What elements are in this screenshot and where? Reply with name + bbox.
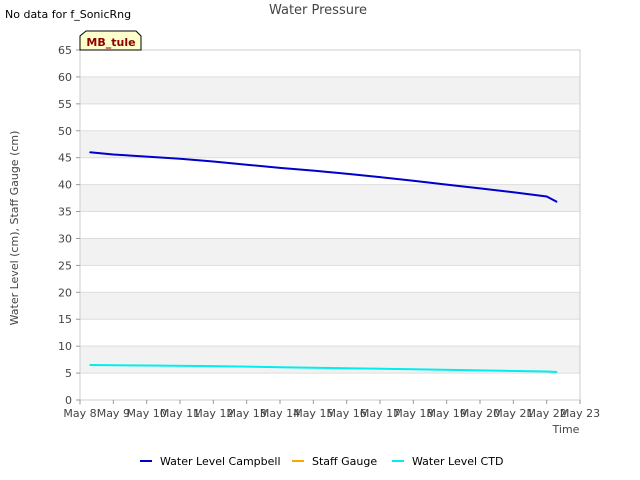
y-tick-label: 45 bbox=[58, 152, 72, 165]
x-tick-label: May 17 bbox=[360, 407, 400, 420]
y-tick-label: 55 bbox=[58, 98, 72, 111]
grid-band bbox=[80, 76, 580, 104]
data-point bbox=[412, 368, 415, 371]
no-data-note: No data for f_SonicRng bbox=[5, 8, 131, 21]
data-point bbox=[445, 183, 448, 186]
data-point bbox=[379, 176, 381, 178]
x-tick-label: May 15 bbox=[293, 407, 333, 420]
x-tick-label: May 9 bbox=[97, 407, 130, 420]
data-point bbox=[112, 153, 115, 156]
data-point bbox=[179, 157, 181, 160]
site-badge: MB_tule bbox=[79, 30, 142, 51]
x-tick-label: May 20 bbox=[460, 407, 500, 420]
data-point bbox=[212, 365, 215, 367]
x-tick-label: May 19 bbox=[427, 407, 467, 420]
grid-band bbox=[80, 346, 580, 374]
x-tick-label: May 10 bbox=[127, 407, 167, 420]
grid-band bbox=[80, 184, 580, 212]
data-point bbox=[412, 180, 415, 182]
grid-band bbox=[80, 238, 580, 266]
data-point bbox=[279, 366, 281, 368]
series-line-water-level-campbell bbox=[89, 151, 558, 203]
grid-band bbox=[80, 130, 580, 158]
x-axis-label: Time bbox=[552, 423, 580, 436]
x-tick-label: May 11 bbox=[160, 407, 200, 420]
data-point bbox=[555, 371, 558, 373]
data-point bbox=[545, 370, 548, 373]
x-tick-label: May 14 bbox=[260, 407, 300, 420]
data-point bbox=[512, 191, 515, 193]
y-tick-label: 35 bbox=[58, 206, 72, 219]
background-bands bbox=[80, 76, 580, 374]
data-point bbox=[145, 155, 148, 158]
data-point bbox=[312, 169, 315, 172]
y-tick-label: 10 bbox=[58, 340, 72, 353]
x-tick-label: May 12 bbox=[193, 407, 233, 420]
data-point bbox=[345, 173, 348, 175]
data-point bbox=[545, 195, 548, 198]
y-tick-label: 50 bbox=[58, 125, 72, 138]
data-point bbox=[145, 364, 148, 367]
site-badge-label: MB_tule bbox=[86, 36, 135, 49]
chart-title: Water Pressure bbox=[269, 3, 367, 18]
data-point bbox=[555, 201, 558, 203]
y-axis-label: Water Level (cm), Staff Gauge (cm) bbox=[8, 131, 21, 326]
legend-label: Water Level CTD bbox=[412, 455, 503, 468]
grid-band bbox=[80, 292, 580, 320]
x-tick-label: May 8 bbox=[63, 407, 96, 420]
data-point bbox=[345, 367, 348, 370]
x-tick-label: May 18 bbox=[393, 407, 433, 420]
data-point bbox=[479, 369, 481, 372]
data-point bbox=[479, 187, 481, 190]
legend: Water Level Campbell Staff Gauge Water Lev… bbox=[140, 455, 503, 468]
y-tick-label: 60 bbox=[58, 71, 72, 84]
y-tick-label: 0 bbox=[65, 394, 72, 407]
x-tick-label: May 21 bbox=[493, 407, 533, 420]
y-tick-label: 25 bbox=[58, 259, 72, 272]
y-tick-label: 20 bbox=[58, 286, 72, 299]
data-point bbox=[89, 364, 91, 366]
site-badge-box bbox=[79, 30, 142, 51]
x-tick-label: May 22 bbox=[527, 407, 567, 420]
x-tick-label: May 16 bbox=[327, 407, 367, 420]
data-point bbox=[245, 163, 248, 166]
legend-label: Water Level Campbell bbox=[160, 455, 281, 468]
y-tick-label: 65 bbox=[58, 44, 72, 57]
series-layer bbox=[89, 151, 558, 373]
data-point bbox=[212, 160, 215, 163]
x-tick-label: May 23 bbox=[560, 407, 600, 420]
data-point bbox=[89, 151, 91, 154]
y-tick-label: 30 bbox=[58, 232, 72, 245]
y-tick-label: 15 bbox=[58, 313, 72, 326]
data-point bbox=[279, 167, 281, 169]
legend-label: Staff Gauge bbox=[312, 455, 377, 468]
y-tick-label: 5 bbox=[65, 367, 72, 380]
y-tick-label: 40 bbox=[58, 179, 72, 192]
axes bbox=[76, 49, 581, 405]
x-tick-label: May 13 bbox=[227, 407, 267, 420]
